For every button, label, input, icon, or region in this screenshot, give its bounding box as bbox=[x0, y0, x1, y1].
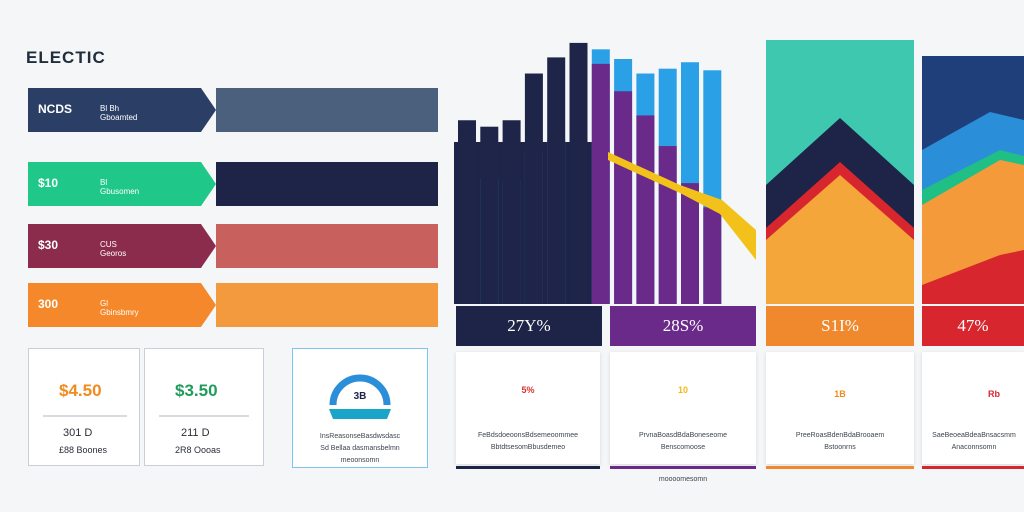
kpi-card-2: $3.50 211 D 2R8 Oooas bbox=[144, 348, 264, 466]
kpi-card-1-value: $4.50 bbox=[59, 381, 102, 400]
pill-4: 47% bbox=[922, 306, 1024, 346]
stat-card-2-ring-label: 10 bbox=[677, 385, 688, 395]
kpi-card-1-line2: £88 Boones bbox=[59, 445, 108, 455]
bar-12 bbox=[703, 70, 722, 304]
band-3-tab bbox=[28, 224, 216, 268]
stat-card-2 bbox=[610, 352, 756, 464]
bar-11-fill bbox=[681, 183, 699, 304]
pill-3: S1I% bbox=[766, 306, 914, 346]
stat-card-1-caption-2: BbtdtsesomBbusdemeo bbox=[490, 444, 566, 451]
bar-4 bbox=[524, 150, 543, 304]
bar-5-fill bbox=[547, 57, 566, 305]
bar-1-fill bbox=[458, 120, 476, 305]
bar-5 bbox=[547, 139, 566, 304]
bar-3 bbox=[502, 179, 521, 304]
band-3-bar bbox=[216, 224, 438, 268]
gauge-caption-2: Sd Bellaa dasmansbelmn bbox=[320, 445, 400, 452]
bar-6 bbox=[569, 121, 588, 304]
band-2-label: $10 bbox=[38, 176, 59, 190]
kpi-card-2-divider bbox=[159, 415, 249, 417]
kpi-card-1: $4.50 301 D £88 Boones bbox=[28, 348, 140, 466]
kpi-card-1-line1: 301 D bbox=[63, 427, 93, 439]
gauge-caption-3: meoonsomn bbox=[340, 457, 380, 464]
stat-card-3-underline bbox=[766, 466, 914, 469]
stat-card-3 bbox=[766, 352, 914, 464]
bar-6-fill bbox=[569, 42, 588, 305]
kpi-card-2-line1: 211 D bbox=[181, 427, 210, 439]
stat-card-3-caption-1: PreeRoasBdenBdaBrooaem bbox=[795, 432, 885, 439]
stat-card-4 bbox=[922, 352, 1024, 464]
bar-10 bbox=[658, 68, 677, 305]
stat-card-1-caption-1: FeBdsdoeoonsBdsemeoommee bbox=[477, 432, 578, 439]
stat-card-2-caption-1: PrvnaBoasdBdaBoneseome bbox=[639, 432, 727, 439]
band-1-tab bbox=[28, 88, 216, 132]
bar-1 bbox=[458, 170, 476, 304]
kpi-card-2-line2: 2R8 Oooas bbox=[175, 445, 221, 455]
bar-7 bbox=[591, 49, 610, 305]
area-chart-2-background bbox=[922, 56, 1024, 304]
stat-card-2-underline bbox=[610, 466, 756, 469]
area-chart-1-series-3 bbox=[766, 175, 914, 304]
bar-2-fill bbox=[480, 126, 499, 305]
band-1-label: NCDS bbox=[38, 102, 73, 116]
band-2-tab bbox=[28, 162, 216, 206]
band-4-tab bbox=[28, 283, 216, 327]
bar-11 bbox=[681, 62, 699, 305]
band-2-sublabel: Bl Gbusomen bbox=[100, 178, 140, 196]
bar-8 bbox=[614, 59, 633, 304]
stat-card-4-underline bbox=[922, 466, 1024, 469]
bar-4-fill bbox=[524, 73, 543, 305]
band-3-sublabel: CUS Georos bbox=[100, 240, 127, 258]
bar-3-fill bbox=[502, 120, 521, 305]
band-3-label: $30 bbox=[38, 238, 59, 252]
gauge-card: 3B InsReasonseBasdwsdasc Sd Bellaa dasma… bbox=[292, 348, 428, 468]
band-2-bar bbox=[216, 162, 438, 206]
gauge-caption-1: InsReasonseBasdwsdasc bbox=[319, 433, 401, 440]
gauge-arc bbox=[329, 374, 391, 406]
band-4-bar bbox=[216, 283, 438, 327]
stat-card-3-caption-2: Bstoonrns bbox=[824, 444, 856, 451]
stat-card-4-caption-1: SaeBeoeaBdeaBnsacsmm bbox=[932, 432, 1016, 439]
area-chart-1-background bbox=[766, 40, 914, 304]
gauge-base bbox=[329, 409, 391, 419]
stat-card-1 bbox=[456, 352, 600, 464]
area-chart-2-series-4 bbox=[922, 250, 1024, 304]
bar-chart-trend-band bbox=[608, 152, 756, 260]
stat-card-4-ring-label: Rb bbox=[988, 389, 1000, 399]
stat-card-3-ring-label: 1B bbox=[834, 389, 846, 399]
bar-10-fill bbox=[658, 146, 677, 304]
kpi-card-1-divider bbox=[43, 415, 127, 417]
footer-note: moooomesomn bbox=[658, 476, 708, 483]
band-4-sublabel: Gl Gbinsbmry bbox=[100, 299, 139, 317]
bar-8-fill bbox=[614, 91, 633, 304]
gauge-graphic: 3B bbox=[329, 374, 391, 419]
bar-9 bbox=[636, 73, 655, 305]
page-title: ELECTIC bbox=[26, 48, 106, 67]
bar-2 bbox=[480, 178, 499, 304]
stat-card-1-ring-label: 5% bbox=[521, 385, 535, 395]
area-chart-2-series-2 bbox=[922, 150, 1024, 304]
bar-9-fill bbox=[636, 115, 655, 305]
bar-chart-background bbox=[454, 142, 606, 304]
area-chart-2-series-1 bbox=[922, 112, 1024, 304]
area-chart-2-series-3 bbox=[922, 160, 1024, 304]
kpi-card-2-value: $3.50 bbox=[175, 381, 218, 400]
band-4-label: 300 bbox=[38, 297, 59, 311]
gauge-label: 3B bbox=[354, 391, 367, 402]
pill-2: 28S% bbox=[610, 306, 756, 346]
pill-1: 27Y% bbox=[456, 306, 602, 346]
stat-card-1-underline bbox=[456, 466, 600, 469]
stat-card-2-caption-2: Benscomoose bbox=[660, 444, 706, 451]
area-chart-1-series-2 bbox=[766, 162, 914, 304]
band-1-sublabel: Bl Bh Gboamted bbox=[100, 104, 138, 122]
bar-12-fill bbox=[703, 207, 722, 304]
bar-7-fill bbox=[591, 63, 610, 304]
band-1-bar bbox=[216, 88, 438, 132]
stat-card-4-caption-2: Anaconnsomn bbox=[951, 444, 997, 451]
area-chart-1-series-1 bbox=[766, 118, 914, 304]
